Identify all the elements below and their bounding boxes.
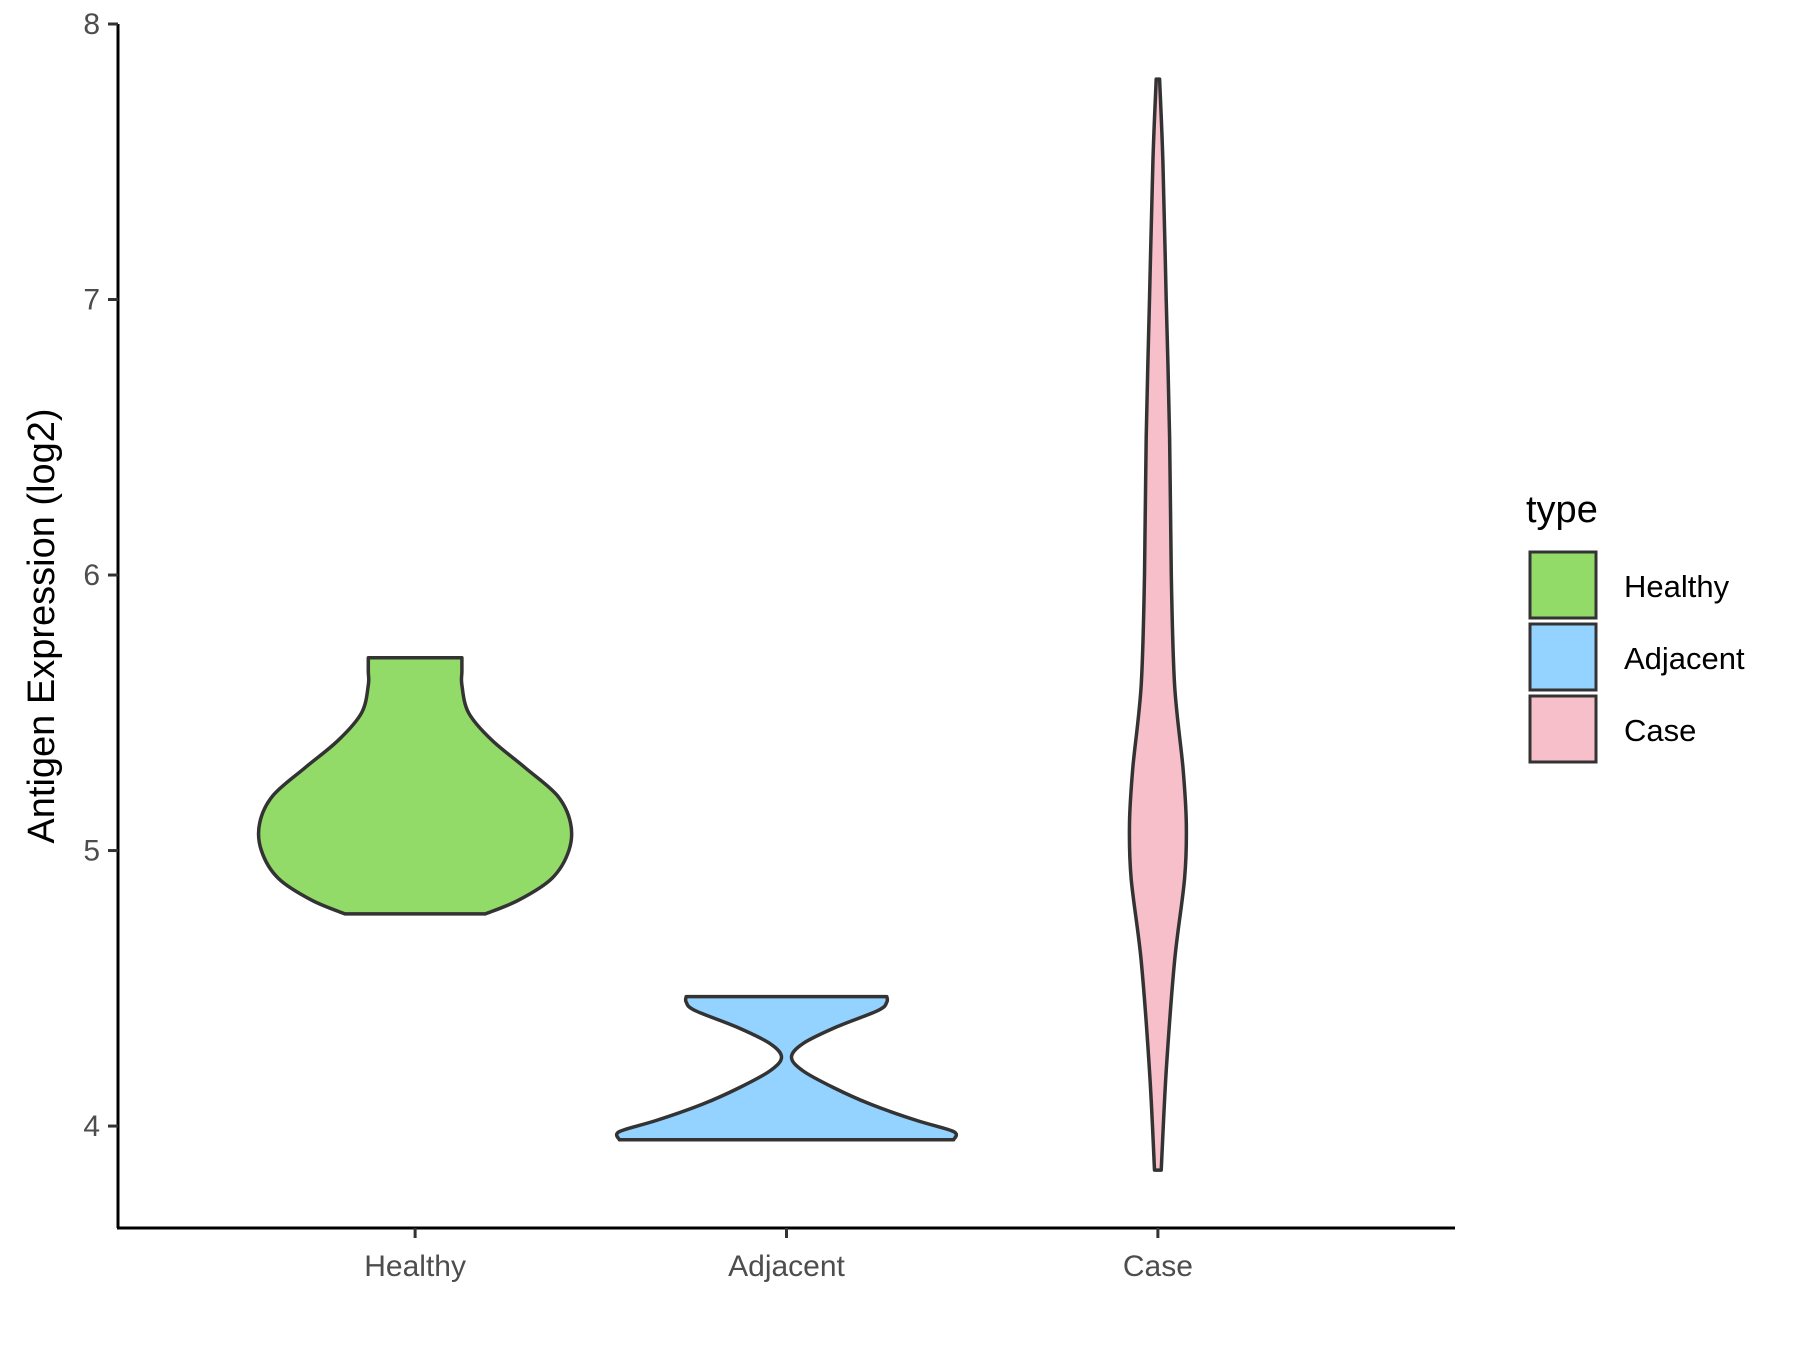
- y-ticks: 4 5 6 7 8: [83, 8, 118, 1143]
- legend-swatch-healthy: [1528, 550, 1598, 620]
- legend-swatch-adjacent: [1528, 622, 1598, 692]
- legend-swatch-case: [1528, 694, 1598, 764]
- violins: [256, 77, 1189, 1172]
- x-ticks: Healthy Adjacent Case: [364, 1228, 1193, 1283]
- legend-title: type: [1526, 489, 1598, 531]
- violin-healthy: [256, 655, 574, 916]
- legend-label-healthy: Healthy: [1624, 569, 1730, 604]
- x-tick-label-case: Case: [1123, 1250, 1193, 1283]
- legend-label-adjacent: Adjacent: [1624, 641, 1745, 676]
- y-tick-label: 6: [83, 559, 100, 592]
- x-tick-label-healthy: Healthy: [364, 1250, 466, 1283]
- y-tick-label: 4: [83, 1110, 100, 1143]
- y-axis-title: Antigen Expression (log2): [21, 408, 63, 843]
- x-tick-label-adjacent: Adjacent: [728, 1250, 845, 1283]
- y-tick-label: 5: [83, 835, 100, 868]
- y-tick-label: 8: [83, 8, 100, 41]
- violin-adjacent: [614, 994, 959, 1142]
- legend-label-case: Case: [1624, 713, 1696, 748]
- violin-case: [1127, 77, 1189, 1172]
- y-tick-label: 7: [83, 284, 100, 317]
- legend: type Healthy Adjacent Case: [1526, 489, 1745, 764]
